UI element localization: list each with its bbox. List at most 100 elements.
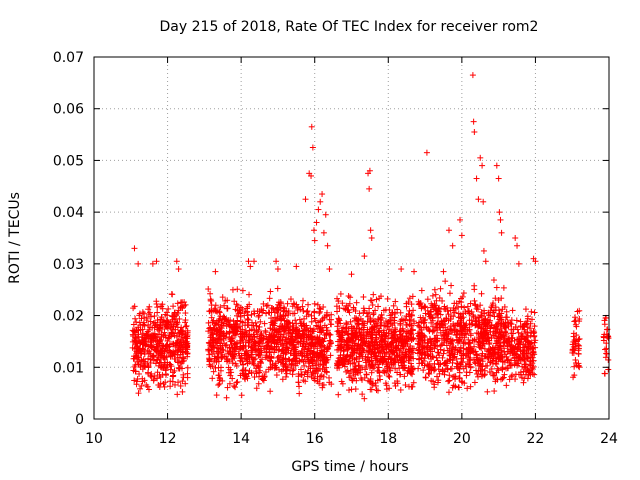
data-point xyxy=(384,295,391,302)
data-point xyxy=(150,353,157,360)
data-point xyxy=(182,380,189,387)
data-point xyxy=(175,266,182,273)
y-tick-label: 0.02 xyxy=(53,309,84,325)
data-point xyxy=(216,372,223,379)
data-point xyxy=(146,348,153,355)
data-point xyxy=(228,369,235,376)
data-point xyxy=(232,306,239,313)
y-axis-label: ROTI / TECUs xyxy=(7,192,23,284)
data-point xyxy=(480,247,487,254)
data-point xyxy=(167,383,174,390)
data-point xyxy=(301,362,308,369)
data-point xyxy=(167,319,174,326)
data-point xyxy=(490,277,497,284)
data-point xyxy=(287,296,294,303)
data-point xyxy=(224,384,231,391)
data-point xyxy=(246,291,253,298)
data-point xyxy=(146,303,153,310)
data-point xyxy=(327,331,334,338)
data-point xyxy=(509,307,516,314)
data-point xyxy=(162,379,169,386)
data-point xyxy=(166,332,173,339)
data-point xyxy=(251,258,258,265)
data-point xyxy=(243,309,250,316)
data-point xyxy=(171,356,178,363)
data-point xyxy=(217,340,224,347)
data-point xyxy=(132,362,139,369)
data-point xyxy=(173,333,180,340)
data-point xyxy=(162,367,169,374)
data-point xyxy=(315,206,322,213)
data-point xyxy=(283,334,290,341)
data-point xyxy=(150,376,157,383)
data-point xyxy=(335,391,342,398)
data-point xyxy=(167,366,174,373)
data-point xyxy=(131,377,138,384)
data-point xyxy=(137,322,144,329)
data-point xyxy=(153,301,160,308)
data-point xyxy=(154,309,161,316)
data-point xyxy=(169,313,176,320)
data-point xyxy=(473,175,480,182)
data-point xyxy=(575,350,582,357)
data-point xyxy=(403,321,410,328)
data-point xyxy=(498,229,505,236)
data-point xyxy=(398,266,405,273)
data-point xyxy=(145,364,152,371)
x-tick-label: 12 xyxy=(159,431,177,447)
data-point xyxy=(304,308,311,315)
data-point xyxy=(491,388,498,395)
data-point xyxy=(161,354,168,361)
data-point xyxy=(149,324,156,331)
x-tick-label: 18 xyxy=(379,431,397,447)
data-point xyxy=(138,334,145,341)
data-point xyxy=(142,342,149,349)
data-point xyxy=(163,323,170,330)
data-point xyxy=(206,308,213,315)
data-point xyxy=(153,346,160,353)
data-point xyxy=(133,378,140,385)
data-point xyxy=(267,388,274,395)
data-point xyxy=(147,339,154,346)
data-point xyxy=(305,301,312,308)
data-point xyxy=(445,378,452,385)
data-point xyxy=(445,227,452,234)
y-tick-label: 0.01 xyxy=(53,360,84,376)
data-point xyxy=(132,368,139,375)
data-point xyxy=(170,372,177,379)
data-point xyxy=(217,304,224,311)
data-point xyxy=(528,308,535,315)
data-point xyxy=(429,292,436,299)
data-point xyxy=(184,364,191,371)
data-point xyxy=(136,370,143,377)
data-point xyxy=(170,303,177,310)
data-point xyxy=(354,321,361,328)
data-point xyxy=(460,290,467,297)
data-point xyxy=(144,383,151,390)
data-point xyxy=(274,285,281,292)
data-point xyxy=(441,347,448,354)
data-point xyxy=(531,333,538,340)
data-point xyxy=(147,313,154,320)
data-point xyxy=(164,338,171,345)
data-point xyxy=(258,356,265,363)
data-point xyxy=(471,379,478,386)
data-point xyxy=(174,309,181,316)
data-point xyxy=(205,328,212,335)
data-point xyxy=(133,319,140,326)
data-point xyxy=(224,305,231,312)
data-point xyxy=(209,375,216,382)
data-point xyxy=(296,390,303,397)
data-point xyxy=(165,305,172,312)
data-point xyxy=(171,381,178,388)
data-point xyxy=(347,294,354,301)
data-point xyxy=(267,288,274,295)
data-point xyxy=(313,219,320,226)
data-point xyxy=(320,229,327,236)
data-point xyxy=(137,364,144,371)
data-point xyxy=(155,352,162,359)
data-point xyxy=(161,318,168,325)
data-point xyxy=(257,318,264,325)
data-point xyxy=(484,388,491,395)
data-point xyxy=(156,359,163,366)
